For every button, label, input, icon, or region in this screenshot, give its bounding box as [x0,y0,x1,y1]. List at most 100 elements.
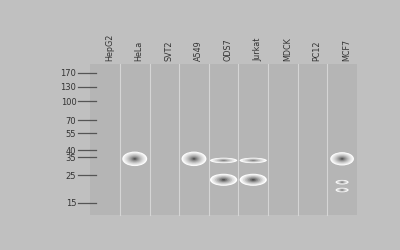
Ellipse shape [123,152,146,166]
Ellipse shape [126,154,144,164]
Text: MCF7: MCF7 [342,39,351,61]
Ellipse shape [217,177,230,183]
Ellipse shape [341,159,343,160]
Ellipse shape [182,152,205,166]
Text: 70: 70 [66,116,76,125]
Ellipse shape [335,155,349,163]
Ellipse shape [191,158,197,161]
Text: 35: 35 [66,153,76,162]
Ellipse shape [220,160,227,162]
Bar [90,65,357,215]
Ellipse shape [186,154,202,164]
Ellipse shape [182,152,206,166]
Text: Jurkat: Jurkat [253,38,262,61]
Text: 55: 55 [66,129,76,138]
Ellipse shape [340,158,344,160]
Ellipse shape [185,154,203,164]
Ellipse shape [218,178,229,182]
Ellipse shape [132,158,138,161]
Text: 130: 130 [60,83,76,92]
Ellipse shape [245,159,262,162]
Text: HeLa: HeLa [135,41,144,61]
Ellipse shape [340,190,344,191]
Ellipse shape [241,158,265,163]
Ellipse shape [336,188,349,192]
Text: 170: 170 [60,69,76,78]
Text: 25: 25 [66,171,76,180]
Ellipse shape [193,158,195,160]
Ellipse shape [128,155,142,164]
Ellipse shape [210,158,237,164]
Ellipse shape [340,182,344,183]
Ellipse shape [336,156,348,162]
Ellipse shape [241,175,265,185]
Ellipse shape [336,180,349,185]
Ellipse shape [330,152,354,166]
Ellipse shape [341,182,343,183]
Ellipse shape [222,160,225,161]
Ellipse shape [331,153,353,165]
Ellipse shape [252,160,255,161]
Text: 40: 40 [66,146,76,155]
Ellipse shape [130,156,140,162]
Ellipse shape [210,174,237,186]
Ellipse shape [340,182,344,183]
Ellipse shape [250,160,257,162]
Ellipse shape [336,188,348,192]
Ellipse shape [336,180,348,184]
Ellipse shape [215,176,232,184]
Ellipse shape [334,155,350,164]
Text: 15: 15 [66,198,76,207]
Ellipse shape [245,176,262,184]
Ellipse shape [217,160,230,162]
Ellipse shape [192,158,196,160]
Ellipse shape [126,154,143,164]
Ellipse shape [248,178,258,182]
Ellipse shape [338,189,346,192]
Ellipse shape [240,174,267,186]
Ellipse shape [243,159,264,163]
Text: HepG2: HepG2 [105,34,114,61]
Ellipse shape [124,153,145,165]
Ellipse shape [337,181,347,184]
Ellipse shape [190,157,198,162]
Text: 100: 100 [61,97,76,106]
Ellipse shape [340,190,344,191]
Ellipse shape [246,160,260,162]
Ellipse shape [339,158,345,161]
Text: SVT2: SVT2 [164,40,173,61]
Text: A549: A549 [194,40,203,61]
Ellipse shape [213,176,234,184]
Ellipse shape [133,158,137,160]
Ellipse shape [212,158,236,163]
Ellipse shape [337,156,347,162]
Ellipse shape [122,152,147,166]
Text: MDCK: MDCK [283,37,292,61]
Ellipse shape [338,181,346,184]
Ellipse shape [188,156,200,163]
Ellipse shape [220,178,227,182]
Ellipse shape [248,160,258,162]
Ellipse shape [250,178,257,182]
Ellipse shape [240,158,267,164]
Text: ODS7: ODS7 [224,38,233,61]
Ellipse shape [130,157,139,162]
Ellipse shape [187,155,201,164]
Ellipse shape [128,156,141,163]
Ellipse shape [246,177,260,183]
Ellipse shape [332,154,352,165]
Ellipse shape [222,179,225,181]
Ellipse shape [213,159,234,163]
Ellipse shape [134,158,136,160]
Ellipse shape [212,175,236,185]
Ellipse shape [215,159,232,162]
Ellipse shape [339,181,345,184]
Ellipse shape [333,154,351,164]
Ellipse shape [184,153,204,165]
Ellipse shape [218,160,229,162]
Ellipse shape [243,176,264,184]
Ellipse shape [339,189,345,192]
Text: PC12: PC12 [312,40,322,61]
Ellipse shape [189,156,199,162]
Ellipse shape [252,179,255,181]
